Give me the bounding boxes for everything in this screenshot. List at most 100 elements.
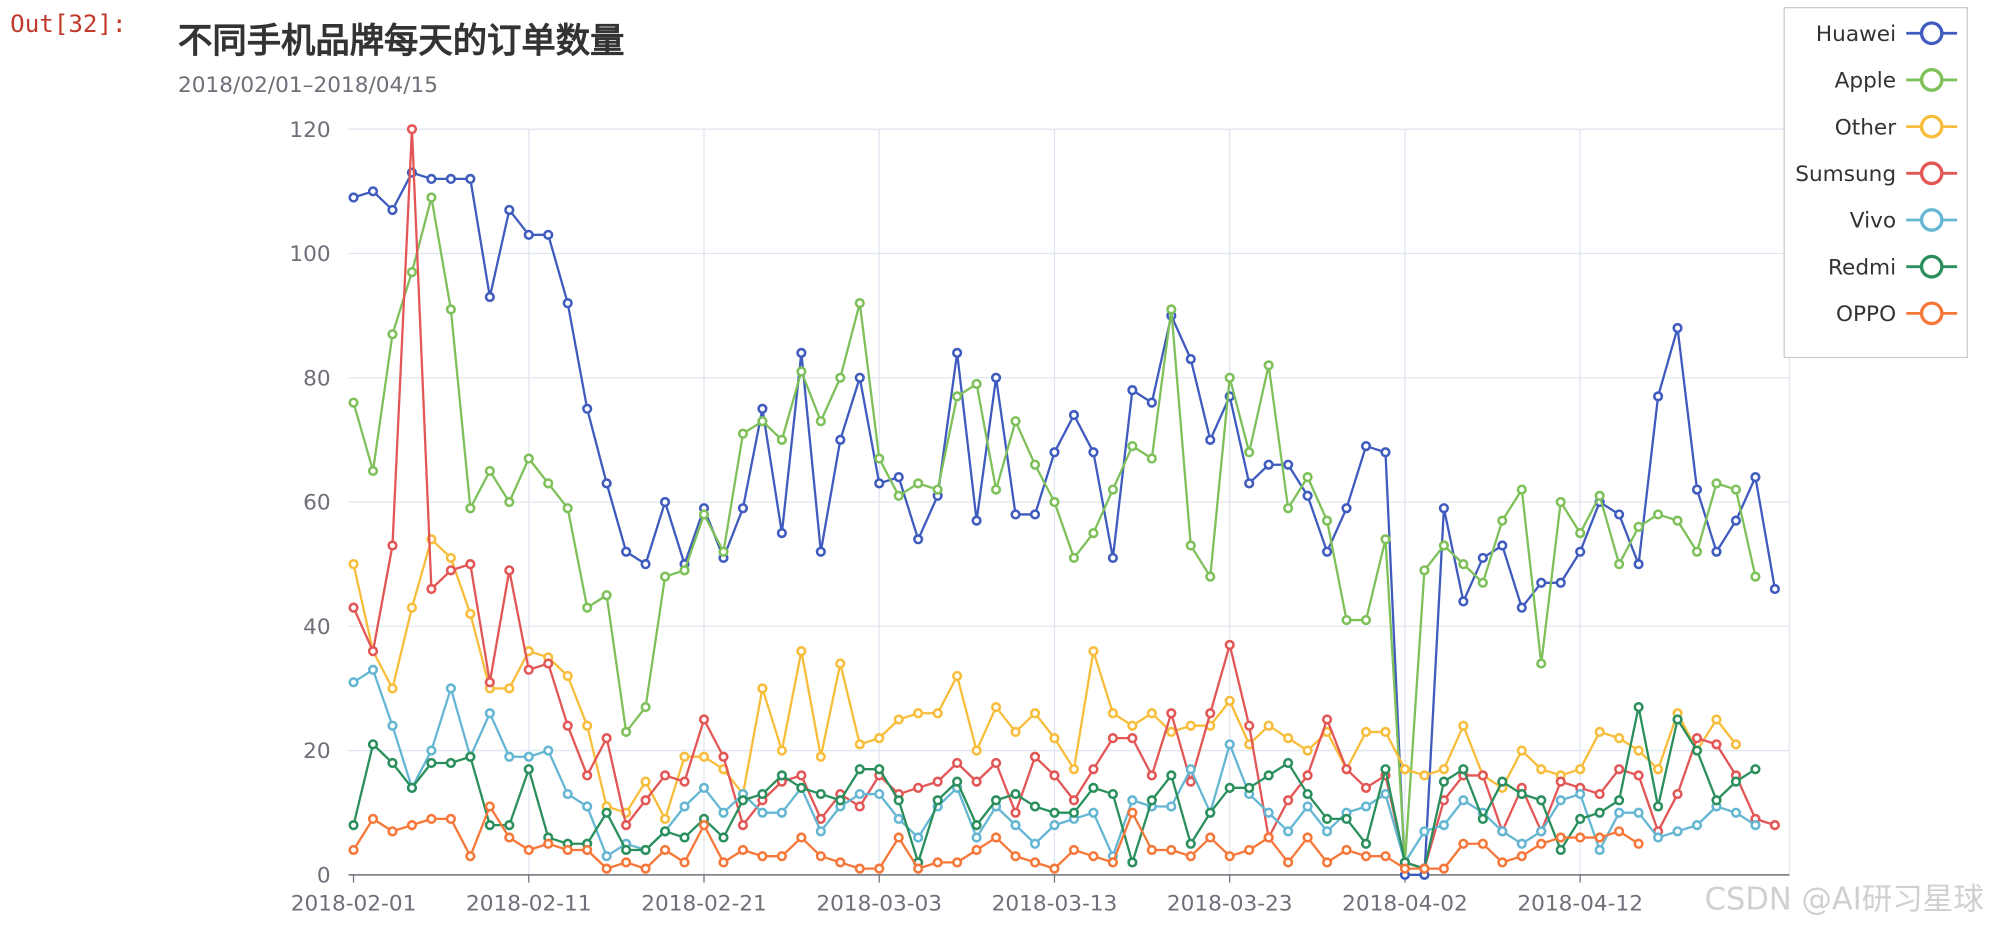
point-oppo (523, 844, 534, 856)
point-oppo (1575, 832, 1586, 843)
point-vivo (1516, 838, 1527, 849)
point-redmi (1477, 813, 1488, 825)
legend-item-sumsung: Sumsung (1795, 161, 1958, 187)
point-huawei (1380, 447, 1391, 458)
point-oppo (1516, 851, 1527, 862)
point-other (640, 776, 651, 787)
point-vivo (1750, 820, 1761, 831)
point-redmi (1750, 764, 1761, 775)
point-apple (1536, 658, 1547, 669)
point-other (757, 683, 768, 694)
point-apple (1166, 304, 1177, 315)
point-other (1302, 745, 1313, 756)
legend-marker (1919, 254, 1944, 279)
point-huawei (445, 173, 456, 185)
point-vivo (348, 677, 359, 688)
point-oppo (1283, 857, 1294, 868)
point-apple (1380, 534, 1391, 545)
point-sumsung (1088, 764, 1099, 775)
point-redmi (1672, 714, 1683, 725)
point-huawei (348, 192, 359, 203)
point-vivo (1380, 788, 1391, 800)
point-vivo (601, 851, 612, 862)
point-sumsung (1360, 782, 1372, 793)
point-huawei (543, 229, 554, 240)
point-apple (1321, 515, 1333, 526)
point-other (406, 602, 418, 613)
point-redmi (990, 795, 1002, 806)
x-tick-label: 2018-03-13 (992, 892, 1118, 917)
point-other (1633, 745, 1644, 756)
point-apple (1458, 559, 1469, 570)
point-huawei (1769, 583, 1780, 595)
series-line-huawei (353, 171, 1777, 876)
point-sumsung (1477, 770, 1488, 781)
point-apple (1575, 527, 1586, 539)
point-sumsung (387, 540, 398, 551)
point-vivo (1029, 838, 1041, 849)
point-oppo (1380, 851, 1391, 862)
point-apple (601, 590, 612, 601)
point-oppo (640, 863, 651, 874)
point-oppo (1536, 838, 1547, 849)
point-redmi (874, 764, 885, 775)
point-huawei (893, 472, 904, 483)
point-huawei (659, 496, 671, 508)
point-vivo (893, 813, 904, 825)
point-redmi (659, 826, 671, 837)
point-apple (543, 478, 554, 489)
point-vivo (1302, 801, 1313, 812)
point-apple (796, 366, 807, 377)
series-redmi (348, 701, 1761, 874)
point-apple (387, 329, 398, 340)
point-sumsung (1769, 820, 1780, 831)
point-sumsung (1614, 764, 1625, 775)
legend-marker (1919, 114, 1944, 139)
legend-label: Huawei (1816, 22, 1896, 47)
point-redmi (1536, 795, 1547, 806)
y-tick-label: 40 (303, 615, 330, 640)
point-oppo (1497, 857, 1508, 868)
point-redmi (796, 782, 807, 793)
point-oppo (1127, 807, 1138, 818)
y-tick-label: 60 (303, 491, 330, 516)
point-sumsung (348, 602, 359, 613)
point-apple (1205, 571, 1216, 582)
point-huawei (1341, 503, 1352, 514)
point-huawei (1711, 546, 1722, 557)
point-other (1516, 745, 1527, 756)
legend-item-vivo: Vivo (1850, 208, 1958, 234)
point-other (971, 745, 982, 756)
point-apple (1516, 484, 1527, 495)
point-redmi (1594, 807, 1605, 818)
point-apple (348, 397, 359, 408)
point-sumsung (1633, 770, 1644, 781)
point-oppo (426, 813, 437, 825)
point-other (1458, 720, 1469, 731)
point-sumsung (1672, 788, 1683, 800)
point-sumsung (465, 559, 476, 570)
point-oppo (406, 820, 418, 831)
point-redmi (1614, 795, 1625, 806)
point-oppo (796, 832, 807, 843)
point-huawei (640, 559, 651, 570)
point-redmi (1010, 788, 1021, 800)
point-vivo (698, 782, 710, 793)
point-huawei (1283, 459, 1294, 470)
y-tick-label: 20 (303, 739, 330, 764)
point-vivo (445, 683, 456, 694)
point-oppo (1594, 832, 1605, 843)
point-sumsung (796, 770, 807, 781)
point-oppo (1614, 826, 1625, 837)
point-sumsung (1711, 739, 1722, 750)
point-redmi (679, 832, 690, 843)
point-huawei (1672, 322, 1683, 334)
point-vivo (1283, 826, 1294, 837)
point-huawei (621, 546, 632, 557)
point-redmi (465, 751, 476, 762)
point-sumsung (1146, 770, 1157, 781)
point-apple (621, 726, 632, 738)
point-oppo (815, 851, 826, 862)
point-other (562, 670, 573, 682)
point-oppo (1205, 832, 1216, 843)
